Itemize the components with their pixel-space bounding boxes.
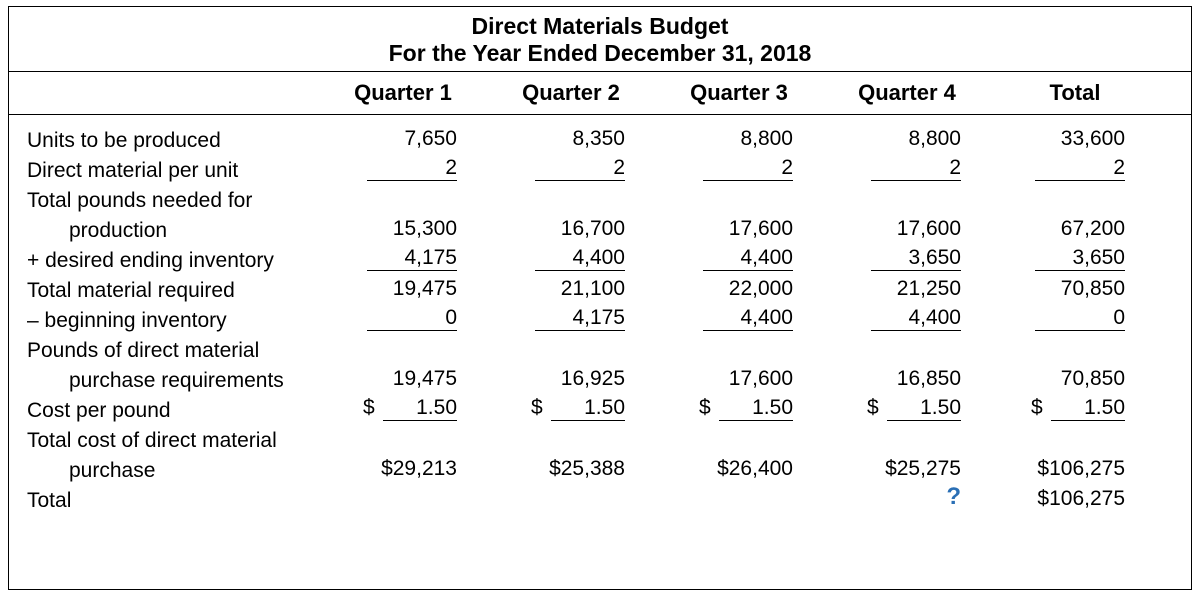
cell: $ 1.50 bbox=[531, 397, 625, 421]
cell: 4,400 bbox=[871, 307, 961, 331]
table-row: purchase requirements 19,475 16,925 17,6… bbox=[9, 363, 1191, 393]
row-label: Units to be produced bbox=[9, 130, 319, 151]
table-body: Units to be produced 7,650 8,350 8,800 8… bbox=[9, 115, 1191, 517]
cell: 19,475 bbox=[367, 278, 457, 301]
row-label: + desired ending inventory bbox=[9, 250, 319, 271]
cell: 70,850 bbox=[1035, 368, 1125, 391]
row-label: Total material required bbox=[9, 280, 319, 301]
dollar-sign-icon: $ bbox=[1031, 397, 1047, 418]
cell: 4,400 bbox=[703, 247, 793, 271]
cell: 21,250 bbox=[871, 278, 961, 301]
cell: $ 1.50 bbox=[699, 397, 793, 421]
header-q1: Quarter 1 bbox=[319, 82, 487, 104]
unknown-value-icon: ? bbox=[871, 485, 961, 511]
column-header-row: Quarter 1 Quarter 2 Quarter 3 Quarter 4 … bbox=[9, 72, 1191, 115]
cell: $ 1.50 bbox=[867, 397, 961, 421]
cell: $25,275 bbox=[871, 458, 961, 481]
budget-table-frame: Direct Materials Budget For the Year End… bbox=[8, 6, 1192, 590]
row-label: Total pounds needed for bbox=[9, 190, 319, 211]
cell: 70,850 bbox=[1035, 278, 1125, 301]
row-label: Total bbox=[9, 490, 319, 511]
dollar-sign-icon: $ bbox=[867, 397, 883, 418]
dollar-sign-icon: $ bbox=[531, 397, 547, 418]
cell: 15,300 bbox=[367, 218, 457, 241]
cell: $26,400 bbox=[703, 458, 793, 481]
cell: $106,275 bbox=[1035, 458, 1125, 481]
cell-value: 1.50 bbox=[719, 397, 793, 421]
dollar-sign-icon: $ bbox=[363, 397, 379, 418]
cell: 17,600 bbox=[703, 218, 793, 241]
cell: 4,175 bbox=[367, 247, 457, 271]
cell: 4,400 bbox=[703, 307, 793, 331]
title-line-1: Direct Materials Budget bbox=[9, 15, 1191, 38]
cell: 8,800 bbox=[871, 128, 961, 151]
cell: 16,700 bbox=[535, 218, 625, 241]
cell: 2 bbox=[1035, 157, 1125, 181]
table-row: production 15,300 16,700 17,600 17,600 6… bbox=[9, 213, 1191, 243]
cell: $29,213 bbox=[367, 458, 457, 481]
row-label: purchase requirements bbox=[9, 370, 319, 391]
cell: 17,600 bbox=[871, 218, 961, 241]
header-q4: Quarter 4 bbox=[823, 82, 991, 104]
row-label: Cost per pound bbox=[9, 400, 319, 421]
cell: $ 1.50 bbox=[363, 397, 457, 421]
row-label: Pounds of direct material bbox=[9, 340, 319, 361]
table-row: Total cost of direct material bbox=[9, 423, 1191, 453]
cell: 22,000 bbox=[703, 278, 793, 301]
cell: 3,650 bbox=[1035, 247, 1125, 271]
header-total: Total bbox=[991, 82, 1159, 104]
table-row: Total material required 19,475 21,100 22… bbox=[9, 273, 1191, 303]
header-q3: Quarter 3 bbox=[655, 82, 823, 104]
row-label: purchase bbox=[9, 460, 319, 481]
cell: 8,800 bbox=[703, 128, 793, 151]
dollar-sign-icon: $ bbox=[699, 397, 715, 418]
cell: $25,388 bbox=[535, 458, 625, 481]
table-row: – beginning inventory 0 4,175 4,400 4,40… bbox=[9, 303, 1191, 333]
table-row: Pounds of direct material bbox=[9, 333, 1191, 363]
cell: 7,650 bbox=[367, 128, 457, 151]
table-row: Units to be produced 7,650 8,350 8,800 8… bbox=[9, 123, 1191, 153]
cell: 2 bbox=[703, 157, 793, 181]
table-row: Total ? $106,275 bbox=[9, 483, 1191, 513]
header-label-blank bbox=[9, 82, 319, 104]
cell: 4,175 bbox=[535, 307, 625, 331]
cell: 16,850 bbox=[871, 368, 961, 391]
cell: 19,475 bbox=[367, 368, 457, 391]
cell: 17,600 bbox=[703, 368, 793, 391]
title-block: Direct Materials Budget For the Year End… bbox=[9, 7, 1191, 72]
cell: 4,400 bbox=[535, 247, 625, 271]
cell-value: 1.50 bbox=[1051, 397, 1125, 421]
header-q2: Quarter 2 bbox=[487, 82, 655, 104]
table-row: + desired ending inventory 4,175 4,400 4… bbox=[9, 243, 1191, 273]
table-row: Total pounds needed for bbox=[9, 183, 1191, 213]
table-row: Cost per pound $ 1.50 $ 1.50 $ bbox=[9, 393, 1191, 423]
cell: 8,350 bbox=[535, 128, 625, 151]
row-label: – beginning inventory bbox=[9, 310, 319, 331]
cell: 2 bbox=[871, 157, 961, 181]
cell: $ 1.50 bbox=[1031, 397, 1125, 421]
cell: 2 bbox=[367, 157, 457, 181]
row-label: Total cost of direct material bbox=[9, 430, 319, 451]
cell: $106,275 bbox=[1035, 488, 1125, 511]
row-label: Direct material per unit bbox=[9, 160, 319, 181]
cell: 33,600 bbox=[1035, 128, 1125, 151]
table-row: Direct material per unit 2 2 2 2 2 bbox=[9, 153, 1191, 183]
cell-value: 1.50 bbox=[383, 397, 457, 421]
cell: 67,200 bbox=[1035, 218, 1125, 241]
row-label: production bbox=[9, 220, 319, 241]
cell: 16,925 bbox=[535, 368, 625, 391]
cell-value: 1.50 bbox=[551, 397, 625, 421]
cell: 0 bbox=[367, 307, 457, 331]
title-line-2: For the Year Ended December 31, 2018 bbox=[9, 42, 1191, 65]
cell: 3,650 bbox=[871, 247, 961, 271]
cell-value: 1.50 bbox=[887, 397, 961, 421]
cell: 21,100 bbox=[535, 278, 625, 301]
table-row: purchase $29,213 $25,388 $26,400 $25,275… bbox=[9, 453, 1191, 483]
cell: 2 bbox=[535, 157, 625, 181]
cell: 0 bbox=[1035, 307, 1125, 331]
